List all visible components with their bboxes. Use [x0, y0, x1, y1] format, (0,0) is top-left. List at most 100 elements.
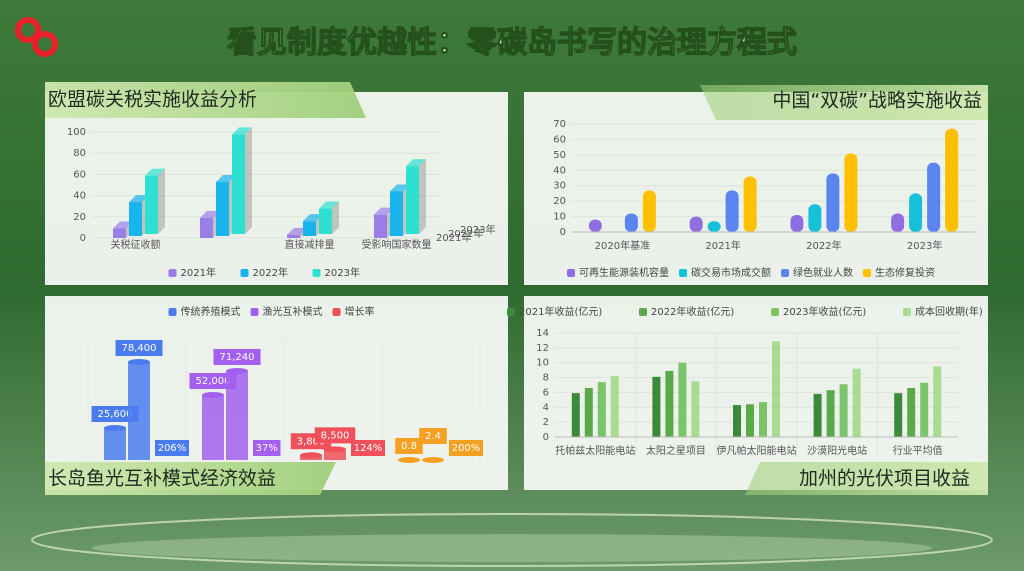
legend-swatch [240, 269, 249, 277]
bar [894, 393, 903, 437]
y-tick-label: 20 [553, 196, 566, 207]
title-ribbon [745, 462, 988, 495]
bar [945, 128, 959, 232]
bar-front [129, 202, 142, 236]
value-label: 25,600 [98, 409, 133, 420]
panel-title: 加州的光伏项目收益 [799, 468, 970, 490]
decor-ellipse [92, 534, 932, 562]
bar [891, 213, 905, 232]
panel [524, 296, 988, 490]
bar [844, 153, 858, 232]
x-tick-label: 2023年 [907, 239, 942, 252]
y-tick-label: 0 [80, 233, 86, 244]
value-label: 8,500 [321, 430, 350, 441]
bar-front [145, 175, 158, 234]
bar-front [374, 214, 387, 238]
cylinder [104, 425, 126, 460]
legend-swatch [863, 269, 871, 277]
x-tick-label: 直接减排量 [285, 238, 335, 251]
bar-front [287, 234, 300, 238]
decor-ellipse [31, 513, 993, 567]
title-ribbon [45, 462, 336, 495]
y-tick-label: 0 [560, 227, 566, 238]
bar [826, 390, 835, 437]
bar-3d [406, 159, 426, 234]
y-tick-label: 60 [553, 134, 566, 145]
bar-top [145, 168, 165, 176]
bar-front [200, 217, 213, 238]
cylinder [398, 456, 420, 463]
bar [642, 190, 656, 232]
y-tick-label: 40 [73, 191, 86, 202]
bar [933, 366, 942, 437]
cylinder-body [128, 362, 150, 460]
legend-swatch [679, 269, 687, 277]
cylinder [324, 446, 346, 460]
legend-label: 传统养殖模式 [181, 305, 241, 318]
bar [808, 204, 822, 232]
x-tick-label: 受影响国家数量 [362, 238, 432, 251]
y-tick-label: 40 [553, 165, 566, 176]
y-tick-label: 2 [543, 417, 549, 428]
bar [665, 370, 674, 437]
title-ribbon [700, 85, 988, 120]
y-tick-label: 10 [553, 212, 566, 223]
y-tick-label: 100 [67, 127, 86, 138]
value-label: 0.8 [401, 441, 417, 452]
y-tick-label: 10 [536, 358, 549, 369]
bar-top [129, 195, 149, 203]
x-tick-label: 2020年基准 [595, 239, 650, 252]
bar [826, 173, 840, 232]
y-tick-label: 20 [73, 212, 86, 223]
bar [707, 221, 721, 232]
cylinder-body [202, 395, 224, 460]
bar-3d [145, 168, 165, 234]
legend-swatch [507, 308, 515, 316]
bar-side [419, 159, 426, 234]
value-label-box [395, 437, 423, 454]
cylinder-top [202, 392, 224, 398]
bar [689, 216, 703, 232]
growth-label: 37% [256, 443, 278, 454]
growth-label: 124% [354, 443, 383, 454]
legend-swatch [903, 308, 911, 316]
bar-top [232, 127, 252, 135]
bar [772, 341, 780, 437]
depth-axis-label: 2021年 [436, 231, 471, 244]
growth-label-box [351, 440, 385, 456]
bar-side [158, 168, 165, 234]
bar [813, 393, 822, 437]
bar [691, 381, 700, 437]
bar [759, 402, 767, 437]
bar [584, 387, 593, 437]
y-tick-label: 50 [553, 150, 566, 161]
bar-side [245, 127, 252, 234]
bar [746, 404, 754, 437]
legend-label: 渔光互补模式 [263, 305, 323, 318]
bar [597, 382, 606, 437]
bar-top [374, 207, 394, 215]
bar [733, 405, 741, 437]
cylinder-body [104, 428, 126, 460]
value-label: 71,240 [220, 352, 255, 363]
bar-3d [232, 127, 252, 234]
cylinder [202, 392, 224, 460]
x-tick-label: 伊凡帕太阳能电站 [717, 444, 797, 457]
panel [45, 92, 508, 285]
cylinder-top [422, 456, 444, 463]
bar [790, 215, 804, 232]
cylinder-top [226, 367, 248, 374]
depth-axis-label: 2023年 [460, 223, 495, 236]
legend-label: 2021年 [181, 266, 216, 279]
y-tick-label: 4 [543, 402, 549, 413]
legend-label: 2023年收益(亿元) [783, 305, 866, 318]
depth-axis-label: 2022年 [448, 227, 483, 240]
bar-front [232, 134, 245, 234]
legend-label: 生态修复投资 [875, 266, 935, 279]
value-label-box [115, 340, 163, 356]
bar-3d [319, 201, 339, 234]
y-tick-label: 60 [73, 169, 86, 180]
cylinder-body [324, 449, 346, 460]
bar-top [287, 227, 307, 235]
